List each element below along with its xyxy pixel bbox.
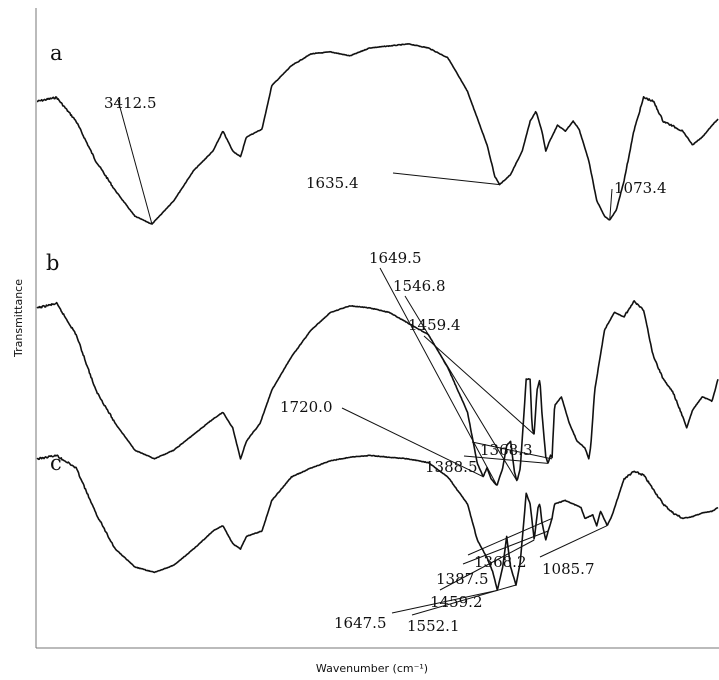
peak-label: 1649.5	[369, 249, 422, 267]
y-axis-title: Transmittance	[12, 279, 25, 358]
peak-leader-line	[609, 188, 613, 221]
peak-label: 1368.3	[480, 441, 533, 459]
peak-leader-line	[462, 530, 549, 565]
peak-label: 1459.4	[408, 316, 461, 334]
peak-leader-line	[404, 295, 518, 482]
peak-leader-line	[423, 335, 535, 435]
peak-leader-line	[439, 539, 535, 591]
peak-label: 1635.4	[306, 174, 359, 192]
spectrum-trace-c	[36, 454, 719, 591]
peak-leader-line	[411, 584, 517, 616]
peak-leader-line	[467, 517, 553, 556]
peak-label: 1459.2	[430, 593, 483, 611]
peak-leader-line	[379, 267, 498, 486]
peak-leader-line	[463, 455, 549, 464]
peak-label: 1647.5	[334, 614, 387, 632]
peak-label: 3412.5	[104, 94, 157, 112]
trace-label-a: a	[50, 41, 63, 65]
peak-leader-line	[117, 99, 153, 225]
plot-area: a 3412.5 1635.4 1073.4 b 1720.0 1649.5 1546.8 14…	[36, 41, 719, 635]
spectrum-trace-a	[37, 43, 719, 225]
peak-label: 1085.7	[542, 560, 595, 578]
peak-leader-line	[392, 172, 500, 186]
trace-label-c: c	[50, 451, 62, 475]
peak-label: 1073.4	[614, 179, 667, 197]
peak-leader-line	[471, 441, 553, 460]
peak-leader-line	[341, 407, 484, 478]
peak-label: 1546.8	[393, 277, 446, 295]
peak-label: 1388.5	[425, 458, 478, 476]
peak-label: 1720.0	[280, 398, 333, 416]
peak-leader-line	[391, 589, 498, 614]
x-axis-title: Wavenumber (cm⁻¹)	[316, 662, 428, 675]
spectrum-trace-b	[36, 300, 719, 486]
peak-leader-line	[539, 525, 608, 558]
trace-label-b: b	[46, 251, 59, 275]
peak-label: 1552.1	[407, 617, 460, 635]
peak-label: 1387.5	[436, 570, 489, 588]
peak-label: 1368.2	[474, 553, 527, 571]
